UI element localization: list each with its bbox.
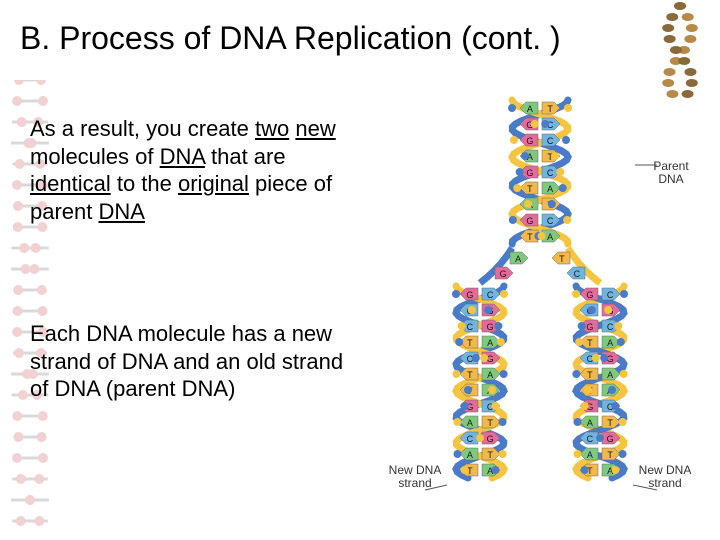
svg-text:A: A (587, 450, 593, 460)
svg-text:G: G (526, 216, 533, 226)
svg-text:A: A (467, 418, 473, 428)
svg-text:T: T (487, 418, 493, 428)
svg-text:A: A (515, 254, 521, 264)
svg-text:A: A (607, 370, 613, 380)
svg-text:G: G (526, 136, 533, 146)
label-new-strand-left: New DNA strand (385, 464, 445, 490)
svg-text:C: C (547, 168, 554, 178)
label-new-strand-right: New DNA strand (635, 464, 695, 490)
label-parent-dna: Parent DNA (647, 160, 695, 186)
svg-text:T: T (467, 370, 473, 380)
svg-text:G: G (487, 434, 494, 444)
svg-text:G: G (500, 269, 507, 279)
svg-text:G: G (586, 290, 593, 300)
svg-text:C: C (574, 269, 581, 279)
svg-text:T: T (527, 184, 533, 194)
svg-text:T: T (527, 232, 533, 242)
svg-text:C: C (467, 434, 474, 444)
svg-text:C: C (467, 322, 474, 332)
svg-text:A: A (467, 450, 473, 460)
svg-text:C: C (607, 322, 614, 332)
svg-text:G: G (526, 168, 533, 178)
svg-text:A: A (487, 338, 493, 348)
svg-text:G: G (586, 322, 593, 332)
svg-text:A: A (547, 184, 553, 194)
svg-text:C: C (587, 434, 594, 444)
svg-text:T: T (607, 418, 613, 428)
svg-text:C: C (547, 136, 554, 146)
svg-text:T: T (547, 104, 553, 114)
svg-text:C: C (547, 216, 554, 226)
paragraph-2: Each DNA molecule has a new strand of DN… (30, 320, 350, 403)
svg-text:G: G (487, 322, 494, 332)
svg-text:G: G (607, 434, 614, 444)
svg-text:T: T (487, 450, 493, 460)
svg-text:T: T (607, 450, 613, 460)
svg-text:T: T (559, 254, 565, 264)
svg-text:G: G (466, 290, 473, 300)
svg-text:C: C (487, 290, 494, 300)
page-title: B. Process of DNA Replication (cont. ) (20, 20, 561, 57)
svg-text:A: A (527, 104, 533, 114)
svg-text:T: T (587, 338, 593, 348)
svg-text:A: A (607, 338, 613, 348)
svg-text:T: T (467, 338, 473, 348)
svg-text:A: A (487, 370, 493, 380)
svg-text:T: T (587, 370, 593, 380)
svg-text:A: A (587, 418, 593, 428)
dna-replication-diagram: ATGCGCATGCTAATGCTAATGCGCCGCGTACGTATAGCAT… (385, 90, 695, 520)
paragraph-1: As a result, you create two new molecule… (30, 115, 350, 225)
svg-text:C: C (607, 290, 614, 300)
bg-helix-corner (660, 0, 700, 100)
svg-text:A: A (547, 232, 553, 242)
